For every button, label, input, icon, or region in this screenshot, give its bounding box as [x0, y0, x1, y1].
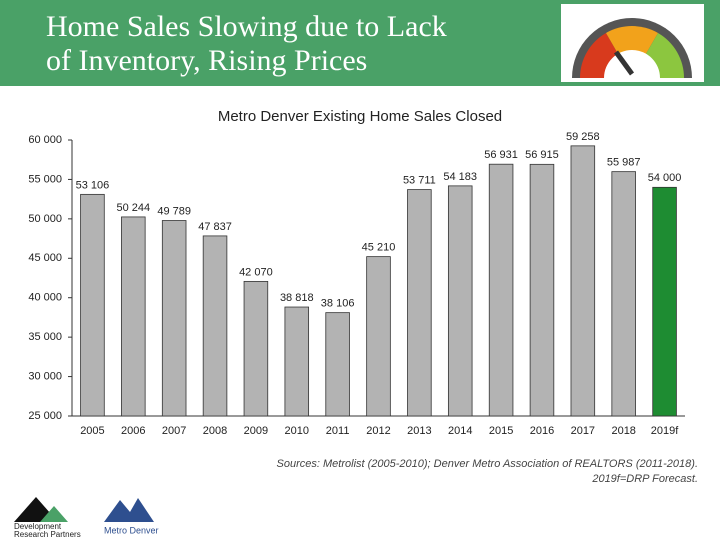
x-tick-label: 2015 — [489, 425, 513, 437]
bar — [202, 235, 228, 417]
x-tick-label: 2017 — [571, 425, 595, 437]
bar — [652, 186, 677, 417]
value-label: 47 837 — [198, 221, 232, 233]
value-label: 54 000 — [648, 172, 682, 184]
y-tick-label: 55 000 — [28, 173, 62, 185]
y-tick-label: 40 000 — [28, 292, 62, 304]
value-label: 53 711 — [403, 174, 436, 186]
bar — [407, 189, 432, 417]
bar — [80, 193, 105, 417]
logo-text: Research Partners — [14, 530, 81, 539]
x-tick-label: 2018 — [611, 425, 635, 437]
bar — [325, 312, 350, 417]
x-tick-label: 2012 — [366, 425, 390, 437]
y-tick-label: 45 000 — [28, 252, 62, 264]
y-tick-label: 50 000 — [28, 213, 62, 225]
x-tick-label: 2009 — [244, 425, 268, 437]
x-tick-label: 2005 — [80, 425, 104, 437]
bar — [447, 185, 473, 417]
value-label: 54 183 — [443, 171, 477, 183]
value-label: 55 987 — [607, 157, 641, 169]
logo-text: Development — [14, 522, 62, 531]
logo-drp: Development Research Partners — [14, 497, 81, 539]
value-label: 56 931 — [484, 149, 518, 161]
bar — [121, 216, 146, 417]
y-tick-label: 30 000 — [28, 370, 62, 382]
bar — [529, 163, 555, 417]
x-tick-label: 2016 — [530, 425, 554, 437]
bar — [611, 171, 636, 417]
x-tick-label: 2007 — [162, 425, 186, 437]
logo-metro-denver: Metro Denver — [104, 498, 159, 535]
x-tick-label: 2013 — [407, 425, 431, 437]
bar — [284, 306, 310, 417]
chart-title: Metro Denver Existing Home Sales Closed — [218, 108, 502, 125]
value-label: 50 244 — [116, 202, 150, 214]
gauge-icon — [561, 4, 704, 82]
bar — [243, 280, 269, 417]
y-tick-label: 60 000 — [28, 134, 62, 146]
logo-text: Metro Denver — [104, 525, 159, 535]
value-label: 56 915 — [525, 149, 559, 161]
y-tick-label: 25 000 — [28, 410, 62, 422]
value-label: 59 258 — [566, 131, 600, 143]
value-label: 53 106 — [76, 179, 110, 191]
slide-title: of Inventory, Rising Prices — [46, 44, 367, 77]
bar — [570, 145, 596, 417]
value-label: 38 818 — [280, 292, 314, 304]
x-tick-label: 2014 — [448, 425, 472, 437]
x-tick-label: 2008 — [203, 425, 227, 437]
slide-title: Home Sales Slowing due to Lack — [46, 10, 447, 43]
x-tick-label: 2006 — [121, 425, 145, 437]
bar — [161, 220, 187, 417]
value-label: 45 210 — [362, 242, 396, 254]
bar — [488, 163, 514, 417]
x-tick-label: 2011 — [326, 425, 350, 437]
value-label: 38 106 — [321, 298, 355, 310]
value-label: 49 789 — [157, 205, 191, 217]
x-tick-label: 2019f — [651, 425, 679, 437]
source-note: Sources: Metrolist (2005-2010); Denver M… — [277, 458, 698, 470]
x-tick-label: 2010 — [285, 425, 309, 437]
value-label: 42 070 — [239, 266, 273, 278]
bar — [366, 256, 391, 417]
y-tick-label: 35 000 — [28, 331, 62, 343]
source-note: 2019f=DRP Forecast. — [591, 473, 698, 485]
